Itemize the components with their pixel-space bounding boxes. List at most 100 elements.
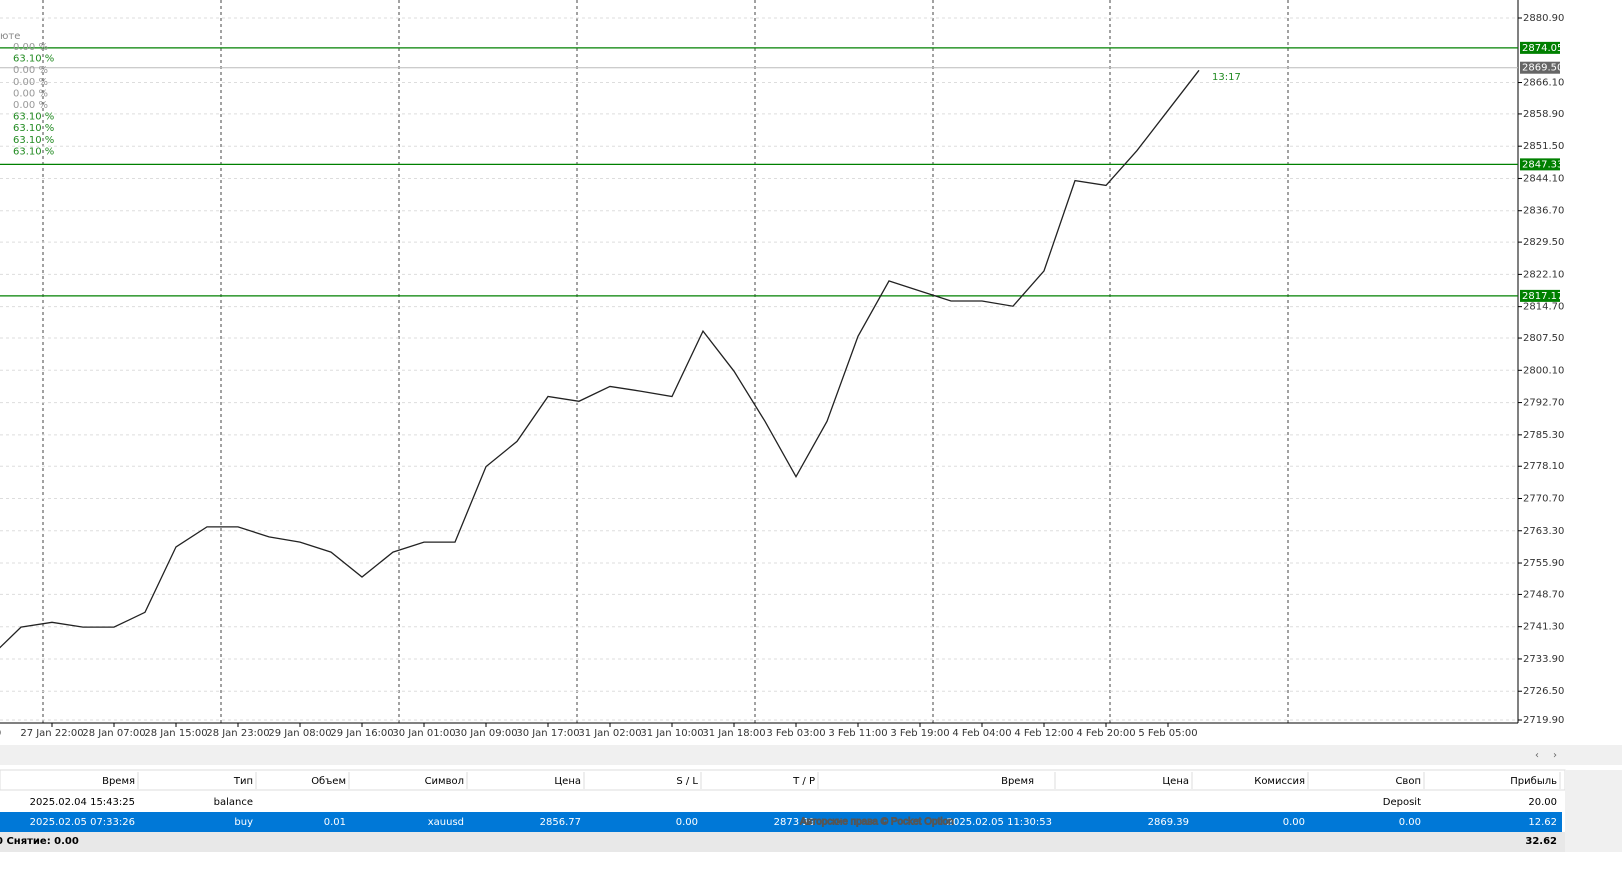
table-cell: Deposit xyxy=(1383,797,1421,808)
indicator-label: 0.00 % xyxy=(13,42,48,53)
x-tick-label: 31 Jan 02:00 xyxy=(578,728,641,739)
y-tick-label: 2851.50 xyxy=(1523,141,1564,152)
x-tick-label: 28 Jan 23:00 xyxy=(206,728,269,739)
y-tick-label: 2741.30 xyxy=(1523,622,1564,633)
table-cell: 2025.02.05 07:33:26 xyxy=(30,817,135,828)
y-tick-label: 2829.50 xyxy=(1523,237,1564,248)
y-tick-label: 2844.10 xyxy=(1523,173,1564,184)
x-tick-label: 3 Feb 03:00 xyxy=(766,728,825,739)
scroll-left[interactable]: ‹ xyxy=(1535,750,1539,761)
indicator-label: 63.10 % xyxy=(13,135,54,146)
column-header[interactable]: Цена xyxy=(1162,776,1189,787)
table-cell: 2025.02.05 11:30:53 xyxy=(947,817,1052,828)
y-tick-label: 2880.90 xyxy=(1523,13,1564,24)
level-label: 2874.05 xyxy=(1522,43,1563,54)
x-tick-label: 4 Feb 04:00 xyxy=(952,728,1011,739)
y-tick-label: 2778.10 xyxy=(1523,461,1564,472)
x-tick-label: 27 Jan 22:00 xyxy=(20,728,83,739)
y-tick-label: 2719.90 xyxy=(1523,715,1564,726)
indicator-label: 0.00 % xyxy=(13,100,48,111)
x-tick-label: 3 Feb 11:00 xyxy=(828,728,887,739)
table-cell: 0.00 xyxy=(676,817,698,828)
indicator-label: 0.00 % xyxy=(13,65,48,76)
x-tick-label: 28 Jan 15:00 xyxy=(144,728,207,739)
x-tick-label: 29 Jan 08:00 xyxy=(268,728,331,739)
table-scrollbar xyxy=(1565,770,1622,852)
x-tick-label: 5 Feb 05:00 xyxy=(1138,728,1197,739)
current-price-label: 2869.50 xyxy=(1522,63,1563,74)
x-tick-label: 31 Jan 10:00 xyxy=(640,728,703,739)
table-cell: 2025.02.04 15:43:25 xyxy=(30,797,135,808)
table-cell: buy xyxy=(234,817,253,828)
indicator-label: 0.00 % xyxy=(13,77,48,88)
price-line xyxy=(0,69,1200,649)
y-tick-label: 2726.50 xyxy=(1523,686,1564,697)
indicator-label: 63.10 % xyxy=(13,112,54,123)
y-tick-label: 2814.70 xyxy=(1523,302,1564,313)
column-header[interactable]: Время xyxy=(102,776,135,787)
x-tick-label: 30 Jan 09:00 xyxy=(454,728,517,739)
table-cell: 2873.39 xyxy=(774,817,815,828)
x-tick-label: 30 Jan 17:00 xyxy=(516,728,579,739)
x-tick-label: 30 Jan 01:00 xyxy=(392,728,455,739)
selected-row[interactable] xyxy=(0,812,1562,832)
y-tick-label: 2822.10 xyxy=(1523,269,1564,280)
level-label-bg xyxy=(1520,158,1560,171)
column-header[interactable]: Своп xyxy=(1395,776,1421,787)
scrollbar[interactable] xyxy=(0,745,1622,765)
y-tick-label: 2770.70 xyxy=(1523,493,1564,504)
y-tick-label: 2792.70 xyxy=(1523,398,1564,409)
indicator-label: 0.00 % xyxy=(13,88,48,99)
table-cell: 0.01 xyxy=(324,817,346,828)
current-price-bg xyxy=(1520,61,1560,74)
y-tick-label: 2748.70 xyxy=(1523,589,1564,600)
table-cell: 2869.39 xyxy=(1148,817,1189,828)
level-label-bg xyxy=(1520,289,1560,302)
indicator-label: 63.10 % xyxy=(13,123,54,134)
x-tick-label: 29 Jan 16:00 xyxy=(330,728,393,739)
level-label-bg xyxy=(1520,41,1560,54)
x-tick-label: 3 Feb 19:00 xyxy=(890,728,949,739)
table-cell: 2856.77 xyxy=(540,817,581,828)
y-tick-label: 2836.70 xyxy=(1523,206,1564,217)
y-tick-label: 2800.10 xyxy=(1523,365,1564,376)
scroll-right[interactable]: › xyxy=(1553,750,1557,761)
column-header[interactable]: T / P xyxy=(792,776,815,787)
column-header[interactable]: S / L xyxy=(676,776,698,787)
level-label: 2817.17 xyxy=(1522,291,1563,302)
x-tick-label: 4 Feb 20:00 xyxy=(1076,728,1135,739)
y-tick-label: 2858.90 xyxy=(1523,109,1564,120)
column-header[interactable]: Цена xyxy=(554,776,581,787)
x-tick-label: 4:00 xyxy=(0,728,1,739)
table-cell: 0.00 xyxy=(1283,817,1305,828)
footer-left: 0 Снятие: 0.00 xyxy=(0,836,79,847)
x-tick-label: 4 Feb 12:00 xyxy=(1014,728,1073,739)
column-header[interactable]: Символ xyxy=(425,776,464,787)
table-cell: 0.00 xyxy=(1399,817,1421,828)
column-header[interactable]: Объем xyxy=(311,776,346,787)
y-tick-label: 2866.10 xyxy=(1523,78,1564,89)
column-header[interactable]: Комиссия xyxy=(1254,776,1305,787)
table-cell: xauusd xyxy=(428,817,464,828)
footer-right: 32.62 xyxy=(1525,836,1557,847)
y-tick-label: 2807.50 xyxy=(1523,333,1564,344)
watermark: Авторские права © Pocket Option xyxy=(800,817,954,828)
table-cell: 20.00 xyxy=(1528,797,1557,808)
table-cell: 12.62 xyxy=(1528,817,1557,828)
countdown: 13:17 xyxy=(1212,72,1241,83)
column-header[interactable]: Тип xyxy=(233,776,253,787)
column-header[interactable]: Время xyxy=(1001,776,1034,787)
footer-bar xyxy=(0,832,1622,852)
table-cell: balance xyxy=(214,797,253,808)
y-tick-label: 2785.30 xyxy=(1523,430,1564,441)
level-label: 2847.33 xyxy=(1522,159,1563,170)
day-separators xyxy=(42,0,1289,723)
x-tick-label: 31 Jan 18:00 xyxy=(702,728,765,739)
column-header[interactable]: Прибыль xyxy=(1510,776,1557,787)
x-tick-label: 28 Jan 07:00 xyxy=(82,728,145,739)
y-tick-label: 2763.30 xyxy=(1523,526,1564,537)
indicator-title: юте xyxy=(0,31,20,42)
indicator-label: 63.10 % xyxy=(13,54,54,65)
